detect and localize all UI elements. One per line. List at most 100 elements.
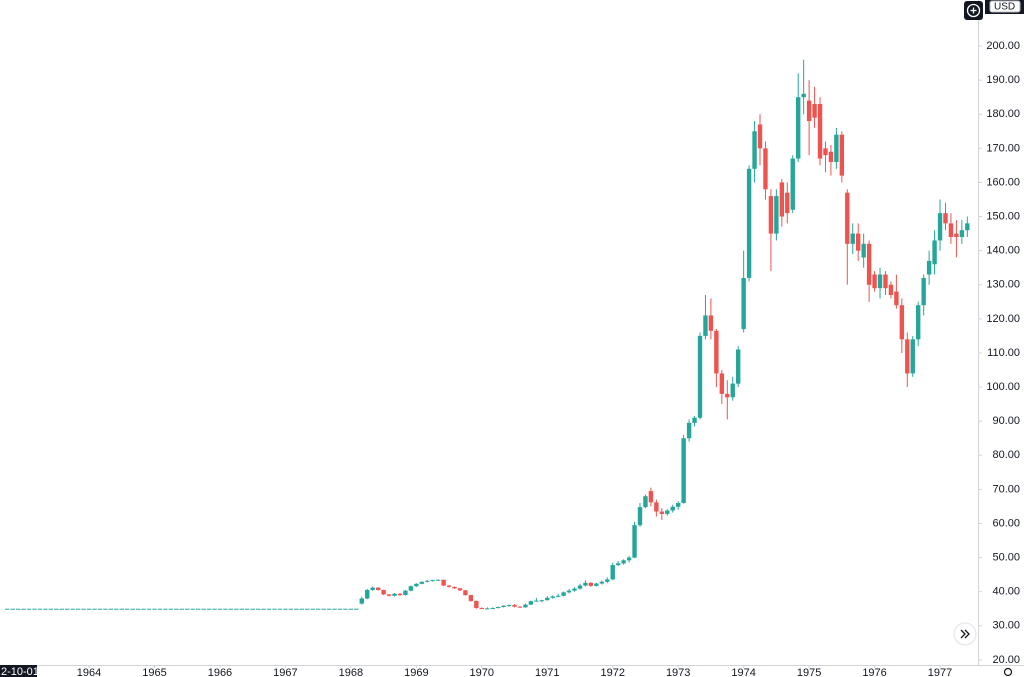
candle-body (823, 148, 828, 156)
y-tick-label: 140.00 (986, 245, 1020, 257)
candle-body (10, 608, 15, 610)
candle-body (839, 134, 845, 176)
y-tick-label: 90.00 (992, 415, 1020, 427)
candle-body (752, 131, 757, 169)
candle-body (146, 608, 152, 610)
candle-body (70, 608, 75, 610)
candle-body (397, 593, 403, 596)
zoom-button[interactable] (964, 1, 983, 20)
candle-body (32, 608, 37, 610)
candle-body (577, 585, 583, 589)
candle-body (643, 496, 648, 508)
candle-body (157, 608, 163, 610)
candle-body (932, 240, 937, 265)
candle-body (261, 608, 266, 610)
candle-body (250, 608, 255, 610)
candle-body (485, 608, 490, 610)
candle-body (763, 148, 768, 190)
candle-body (735, 349, 741, 384)
candle-body (392, 593, 397, 596)
candle-body (583, 582, 588, 586)
y-tick-label: 70.00 (992, 483, 1020, 495)
candle-body (801, 93, 806, 98)
candle-body (272, 608, 277, 610)
candle-body (686, 422, 692, 439)
candle-body (703, 315, 708, 336)
date-label-box (0, 665, 37, 677)
candle-body (152, 608, 157, 610)
candle-body (430, 580, 435, 582)
candle-body (348, 608, 354, 610)
candle-body (365, 589, 370, 599)
candle-body (474, 600, 479, 609)
candle-body (457, 588, 463, 591)
candle-body (512, 604, 517, 607)
candle-body (916, 305, 921, 340)
candle-body (425, 580, 430, 582)
candle-body (637, 507, 643, 526)
candle-body (354, 608, 359, 610)
candle-body (545, 597, 550, 601)
y-tick-label: 170.00 (986, 142, 1020, 154)
x-tick-label: 1965 (142, 667, 166, 677)
candle-body (359, 598, 364, 604)
candle-body (15, 608, 21, 610)
candle-body (490, 608, 495, 610)
candle-body (834, 134, 839, 162)
candle-body (812, 104, 817, 118)
candle-body (790, 158, 795, 210)
candle-body (954, 233, 959, 238)
candle-body (845, 192, 850, 244)
settings-button[interactable] (1003, 667, 1013, 677)
candle-body (605, 579, 610, 582)
candle-body (310, 608, 315, 610)
candle-body (315, 608, 321, 610)
candle-body (441, 579, 446, 586)
y-tick-label: 160.00 (986, 176, 1020, 188)
candle-body (195, 608, 201, 610)
candle-body (130, 608, 135, 610)
candle-body (883, 274, 888, 289)
candle-body (899, 305, 905, 340)
candle-body (381, 589, 386, 595)
x-tick-label: 1977 (928, 667, 952, 677)
currency-button[interactable] (989, 0, 1021, 13)
candle-body (75, 608, 81, 610)
candle-body (255, 608, 261, 610)
candle-body (463, 590, 468, 596)
y-tick-label: 130.00 (986, 279, 1020, 291)
candle-body (495, 607, 501, 609)
candle-body (921, 277, 926, 306)
currency-label[interactable]: USD (994, 2, 1015, 13)
x-tick-label: 1974 (731, 667, 755, 677)
y-tick-label: 40.00 (992, 586, 1020, 598)
candle-body (266, 608, 272, 610)
scroll-to-realtime-button[interactable] (953, 622, 977, 646)
candle-body (523, 604, 528, 608)
candle-body (217, 608, 223, 610)
candle-body (239, 608, 244, 610)
candle-body (654, 502, 659, 512)
candle-body (468, 595, 474, 601)
candle-body (277, 608, 283, 610)
candle-body (714, 330, 719, 374)
candle-body (561, 592, 566, 596)
x-tick-label: 1975 (797, 667, 821, 677)
candle-body (861, 243, 866, 258)
y-tick-label: 120.00 (986, 313, 1020, 325)
x-tick-label: 1971 (535, 667, 559, 677)
candle-body (299, 608, 304, 610)
candle-body (223, 608, 228, 610)
candle-body (795, 97, 801, 159)
candle-body (414, 583, 419, 587)
candle-body (228, 608, 234, 610)
candle-body (119, 608, 124, 610)
candle-body (719, 373, 725, 394)
candle-body (959, 230, 965, 238)
candle-body (768, 196, 774, 234)
x-tick-label: 1966 (208, 667, 232, 677)
candle-body (850, 233, 855, 244)
